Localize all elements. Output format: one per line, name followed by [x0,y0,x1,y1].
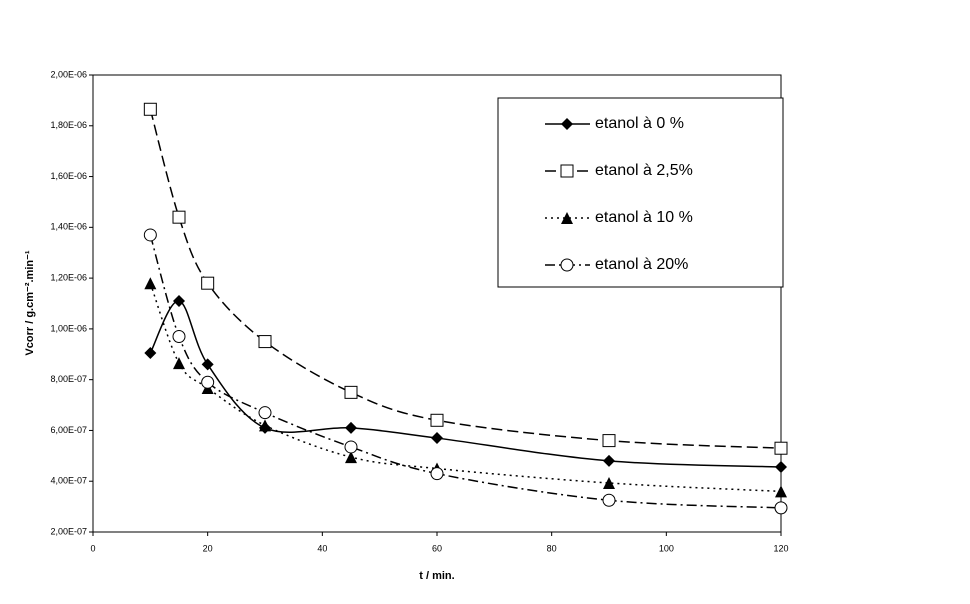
marker [603,476,615,489]
marker [344,385,358,399]
marker [603,454,615,467]
marker [144,347,157,360]
y-tick-label: 2,00E-07 [50,526,87,536]
x-tick-label: 40 [317,543,327,553]
marker [431,432,443,445]
marker [173,357,185,370]
marker [561,212,573,224]
y-tick-label: 4,00E-07 [50,476,87,486]
marker [602,434,616,448]
marker [560,164,574,178]
marker [775,485,787,498]
y-tick-label: 2,00E-06 [50,69,87,79]
marker [201,358,214,371]
x-tick-label: 120 [773,543,788,553]
marker [258,335,272,349]
marker [173,294,185,307]
marker [774,501,788,515]
y-tick-label: 1,60E-06 [50,171,87,181]
marker [345,451,357,464]
y-axis-label: Vcorr / g.cm⁻².min⁻¹ [24,250,36,355]
marker [201,375,215,389]
marker [430,413,444,427]
marker [201,276,215,290]
marker [430,467,444,481]
marker [144,277,157,290]
marker [602,493,616,507]
marker [172,210,186,224]
y-tick-label: 6,00E-07 [50,425,87,435]
x-tick-label: 60 [432,543,442,553]
y-tick-label: 1,40E-06 [50,222,87,232]
marker [560,258,574,272]
marker [172,330,186,344]
legend-box [497,97,784,288]
marker [258,406,272,420]
x-tick-label: 20 [203,543,213,553]
y-tick-label: 1,20E-06 [50,272,87,282]
marker [259,419,271,432]
marker [344,440,358,454]
x-tick-label: 0 [90,543,95,553]
legend-label: etanol à 20% [595,256,688,273]
legend-label: etanol à 0 % [595,115,684,132]
y-tick-label: 1,80E-06 [50,120,87,130]
marker [345,421,357,434]
legend-label: etanol à 2,5% [595,162,693,179]
marker [561,118,573,130]
marker [775,461,787,474]
marker [774,441,788,455]
y-tick-label: 8,00E-07 [50,374,87,384]
y-tick-label: 1,00E-06 [50,323,87,333]
x-tick-label: 80 [547,543,557,553]
x-tick-label: 100 [659,543,674,553]
legend-label: etanol à 10 % [595,209,693,226]
marker [143,228,157,242]
marker [143,102,157,116]
x-axis-label: t / min. [419,570,454,582]
